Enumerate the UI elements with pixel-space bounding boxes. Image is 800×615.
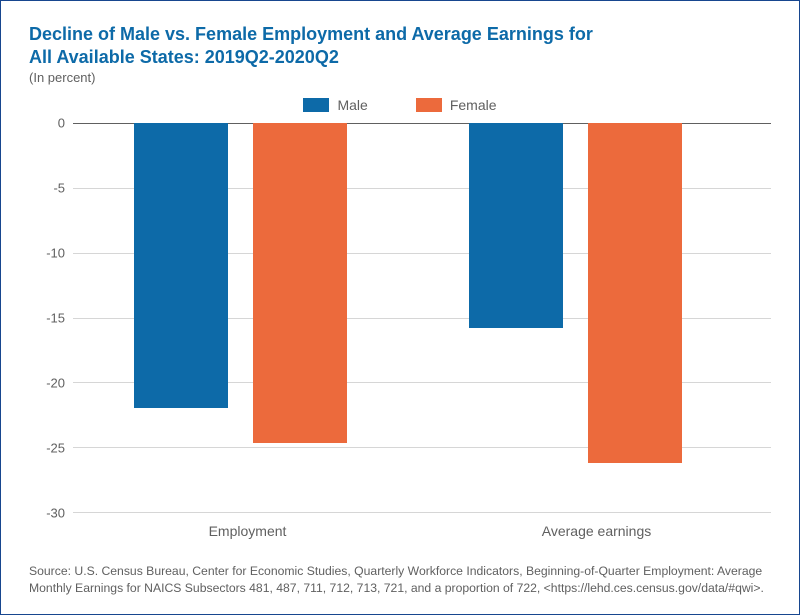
chart-frame: Decline of Male vs. Female Employment an… [0,0,800,615]
bar-male-average-earnings [469,123,563,328]
y-tick-label: -10 [29,245,65,260]
chart-title: Decline of Male vs. Female Employment an… [29,23,771,68]
legend-label-male: Male [337,97,367,113]
gridline [73,512,771,513]
source-note: Source: U.S. Census Bureau, Center for E… [29,563,771,596]
y-tick-label: 0 [29,116,65,131]
bar-female-average-earnings [588,123,682,463]
x-category-label: Employment [73,513,422,539]
bar-male-employment [134,123,228,408]
y-tick-label: -20 [29,375,65,390]
plot-row: 0-5-10-15-20-25-30 [29,123,771,513]
chart-subtitle: (In percent) [29,70,771,85]
y-tick-label: -25 [29,441,65,456]
legend: Male Female [29,97,771,113]
legend-label-female: Female [450,97,497,113]
bar-female-employment [253,123,347,443]
x-axis: EmploymentAverage earnings [73,513,771,539]
chart-area: 0-5-10-15-20-25-30 EmploymentAverage ear… [29,123,771,541]
legend-swatch-female [416,98,442,112]
y-tick-label: -5 [29,180,65,195]
legend-swatch-male [303,98,329,112]
plot-area [73,123,771,513]
legend-item-male: Male [303,97,367,113]
title-line-2: All Available States: 2019Q2-2020Q2 [29,47,339,67]
x-category-label: Average earnings [422,513,771,539]
y-axis: 0-5-10-15-20-25-30 [29,123,73,513]
y-tick-label: -15 [29,311,65,326]
y-tick-label: -30 [29,506,65,521]
title-line-1: Decline of Male vs. Female Employment an… [29,24,593,44]
legend-item-female: Female [416,97,497,113]
